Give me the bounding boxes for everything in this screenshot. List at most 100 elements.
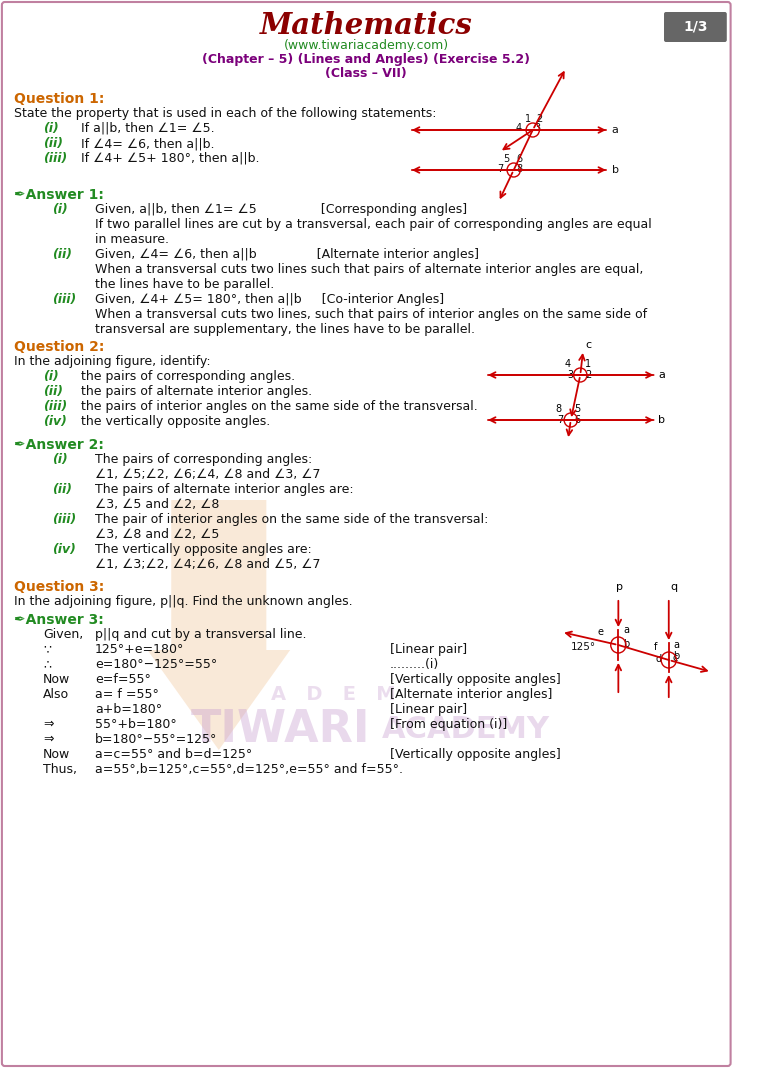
Text: 7: 7 xyxy=(497,164,504,174)
Text: 1: 1 xyxy=(525,114,531,124)
Text: 1: 1 xyxy=(585,359,591,370)
Text: b: b xyxy=(623,639,629,649)
Text: 4: 4 xyxy=(564,359,571,370)
Text: 55°+b=180°: 55°+b=180° xyxy=(95,718,177,731)
Text: When a transversal cuts two lines such that pairs of alternate interior angles a: When a transversal cuts two lines such t… xyxy=(95,263,644,276)
Text: ✒Answer 1:: ✒Answer 1: xyxy=(15,188,104,202)
Text: [Linear pair]: [Linear pair] xyxy=(390,703,467,716)
Text: ∠1, ∠5;∠2, ∠6;∠4, ∠8 and ∠3, ∠7: ∠1, ∠5;∠2, ∠6;∠4, ∠8 and ∠3, ∠7 xyxy=(95,468,320,481)
Text: (ii): (ii) xyxy=(43,384,63,398)
Text: 125°: 125° xyxy=(571,642,596,651)
Text: (iii): (iii) xyxy=(52,513,76,527)
Text: (ii): (ii) xyxy=(52,483,72,496)
Text: ✒Answer 2:: ✒Answer 2: xyxy=(15,438,104,452)
Text: (iv): (iv) xyxy=(43,415,67,428)
Text: 7: 7 xyxy=(557,415,564,425)
FancyBboxPatch shape xyxy=(664,12,727,42)
Text: In the adjoining figure, identify:: In the adjoining figure, identify: xyxy=(15,355,211,368)
Text: 3: 3 xyxy=(567,370,573,380)
Text: Now: Now xyxy=(43,748,70,761)
Text: the pairs of alternate interior angles.: the pairs of alternate interior angles. xyxy=(81,384,312,398)
Text: (iii): (iii) xyxy=(52,293,76,307)
Text: [Linear pair]: [Linear pair] xyxy=(390,643,467,656)
Text: b: b xyxy=(674,651,680,661)
Text: (iv): (iv) xyxy=(52,543,76,556)
Text: ∠3, ∠5 and ∠2, ∠8: ∠3, ∠5 and ∠2, ∠8 xyxy=(95,498,219,511)
Text: Question 3:: Question 3: xyxy=(15,580,105,594)
Text: Given, ∠4+ ∠5= 180°, then a||b     [Co-interior Angles]: Given, ∠4+ ∠5= 180°, then a||b [Co-inter… xyxy=(95,293,444,307)
Text: [From equation (i)]: [From equation (i)] xyxy=(390,718,507,731)
Text: (i): (i) xyxy=(52,453,68,466)
Text: Given,: Given, xyxy=(43,628,83,641)
Text: .........(i): .........(i) xyxy=(390,658,439,671)
Text: 6: 6 xyxy=(517,154,523,164)
Text: 5: 5 xyxy=(574,404,581,414)
Text: transversal are supplementary, the lines have to be parallel.: transversal are supplementary, the lines… xyxy=(95,323,475,336)
Text: (ii): (ii) xyxy=(52,248,72,261)
Text: a: a xyxy=(674,640,679,650)
Text: Question 2:: Question 2: xyxy=(15,340,105,354)
Text: e=f=55°: e=f=55° xyxy=(95,673,151,686)
Text: d: d xyxy=(655,654,661,664)
Text: the pairs of corresponding angles.: the pairs of corresponding angles. xyxy=(81,370,295,383)
Text: Thus,: Thus, xyxy=(43,763,77,776)
Text: ∠3, ∠8 and ∠2, ∠5: ∠3, ∠8 and ∠2, ∠5 xyxy=(95,528,219,541)
Text: Question 1:: Question 1: xyxy=(15,92,105,106)
Text: (iii): (iii) xyxy=(43,400,67,413)
Text: the lines have to be parallel.: the lines have to be parallel. xyxy=(95,278,274,290)
Text: If ∠4+ ∠5+ 180°, then a||b.: If ∠4+ ∠5+ 180°, then a||b. xyxy=(81,152,259,164)
Text: a: a xyxy=(658,370,665,380)
Text: (i): (i) xyxy=(43,370,59,383)
Text: b: b xyxy=(658,415,665,425)
Text: The pairs of corresponding angles:: The pairs of corresponding angles: xyxy=(95,453,313,466)
Text: 2: 2 xyxy=(585,370,591,380)
Text: e=180°−125°=55°: e=180°−125°=55° xyxy=(95,658,217,671)
Text: In the adjoining figure, p||q. Find the unknown angles.: In the adjoining figure, p||q. Find the … xyxy=(15,595,353,608)
Text: ACADEMY: ACADEMY xyxy=(382,716,550,744)
Text: the pairs of interior angles on the same side of the transversal.: the pairs of interior angles on the same… xyxy=(81,400,477,413)
Text: 8: 8 xyxy=(517,164,523,174)
Text: [Vertically opposite angles]: [Vertically opposite angles] xyxy=(390,748,561,761)
Text: (iii): (iii) xyxy=(43,152,67,164)
Text: If two parallel lines are cut by a transversal, each pair of corresponding angle: If two parallel lines are cut by a trans… xyxy=(95,218,652,231)
Text: 125°+e=180°: 125°+e=180° xyxy=(95,643,185,656)
Text: 8: 8 xyxy=(556,404,561,414)
Text: If ∠4= ∠6, then a||b.: If ∠4= ∠6, then a||b. xyxy=(81,137,214,150)
Text: If a||b, then ∠1= ∠5.: If a||b, then ∠1= ∠5. xyxy=(81,122,215,135)
Text: a=55°,b=125°,c=55°,d=125°,e=55° and f=55°.: a=55°,b=125°,c=55°,d=125°,e=55° and f=55… xyxy=(95,763,403,776)
Text: (Chapter – 5) (Lines and Angles) (Exercise 5.2): (Chapter – 5) (Lines and Angles) (Exerci… xyxy=(203,53,531,66)
Text: c: c xyxy=(585,340,591,350)
Text: e: e xyxy=(598,627,604,637)
Text: a=c=55° and b=d=125°: a=c=55° and b=d=125° xyxy=(95,748,253,761)
Text: ⇒: ⇒ xyxy=(43,733,53,747)
Text: Given, a||b, then ∠1= ∠5                [Corresponding angles]: Given, a||b, then ∠1= ∠5 [Corresponding … xyxy=(95,203,467,216)
Text: (Class – VII): (Class – VII) xyxy=(326,67,407,80)
Text: When a transversal cuts two lines, such that pairs of interior angles on the sam: When a transversal cuts two lines, such … xyxy=(95,308,648,321)
Text: State the property that is used in each of the following statements:: State the property that is used in each … xyxy=(15,107,437,120)
Text: 3: 3 xyxy=(534,123,541,134)
Text: Now: Now xyxy=(43,673,70,686)
Text: A   D   E   M: A D E M xyxy=(270,686,395,705)
Text: ⇒: ⇒ xyxy=(43,718,53,731)
Text: 1/3: 1/3 xyxy=(683,20,708,34)
Text: Mathematics: Mathematics xyxy=(260,12,473,41)
Text: (ii): (ii) xyxy=(43,137,63,150)
Text: b: b xyxy=(611,164,618,175)
Text: c: c xyxy=(672,653,678,663)
Text: 4: 4 xyxy=(515,123,521,134)
FancyArrow shape xyxy=(147,500,290,750)
Text: TIWARI: TIWARI xyxy=(191,708,370,752)
Text: 2: 2 xyxy=(536,114,543,124)
Text: p||q and cut by a transversal line.: p||q and cut by a transversal line. xyxy=(95,628,306,641)
Text: a: a xyxy=(611,125,618,135)
Text: The vertically opposite angles are:: The vertically opposite angles are: xyxy=(95,543,312,556)
Text: Also: Also xyxy=(43,688,69,701)
Text: p: p xyxy=(617,582,624,592)
Text: The pair of interior angles on the same side of the transversal:: The pair of interior angles on the same … xyxy=(95,513,488,527)
Text: q: q xyxy=(671,582,678,592)
Text: b=180°−55°=125°: b=180°−55°=125° xyxy=(95,733,217,747)
Text: f: f xyxy=(654,642,657,651)
Text: [Vertically opposite angles]: [Vertically opposite angles] xyxy=(390,673,561,686)
Text: ✒Answer 3:: ✒Answer 3: xyxy=(15,613,104,627)
Text: The pairs of alternate interior angles are:: The pairs of alternate interior angles a… xyxy=(95,483,353,496)
